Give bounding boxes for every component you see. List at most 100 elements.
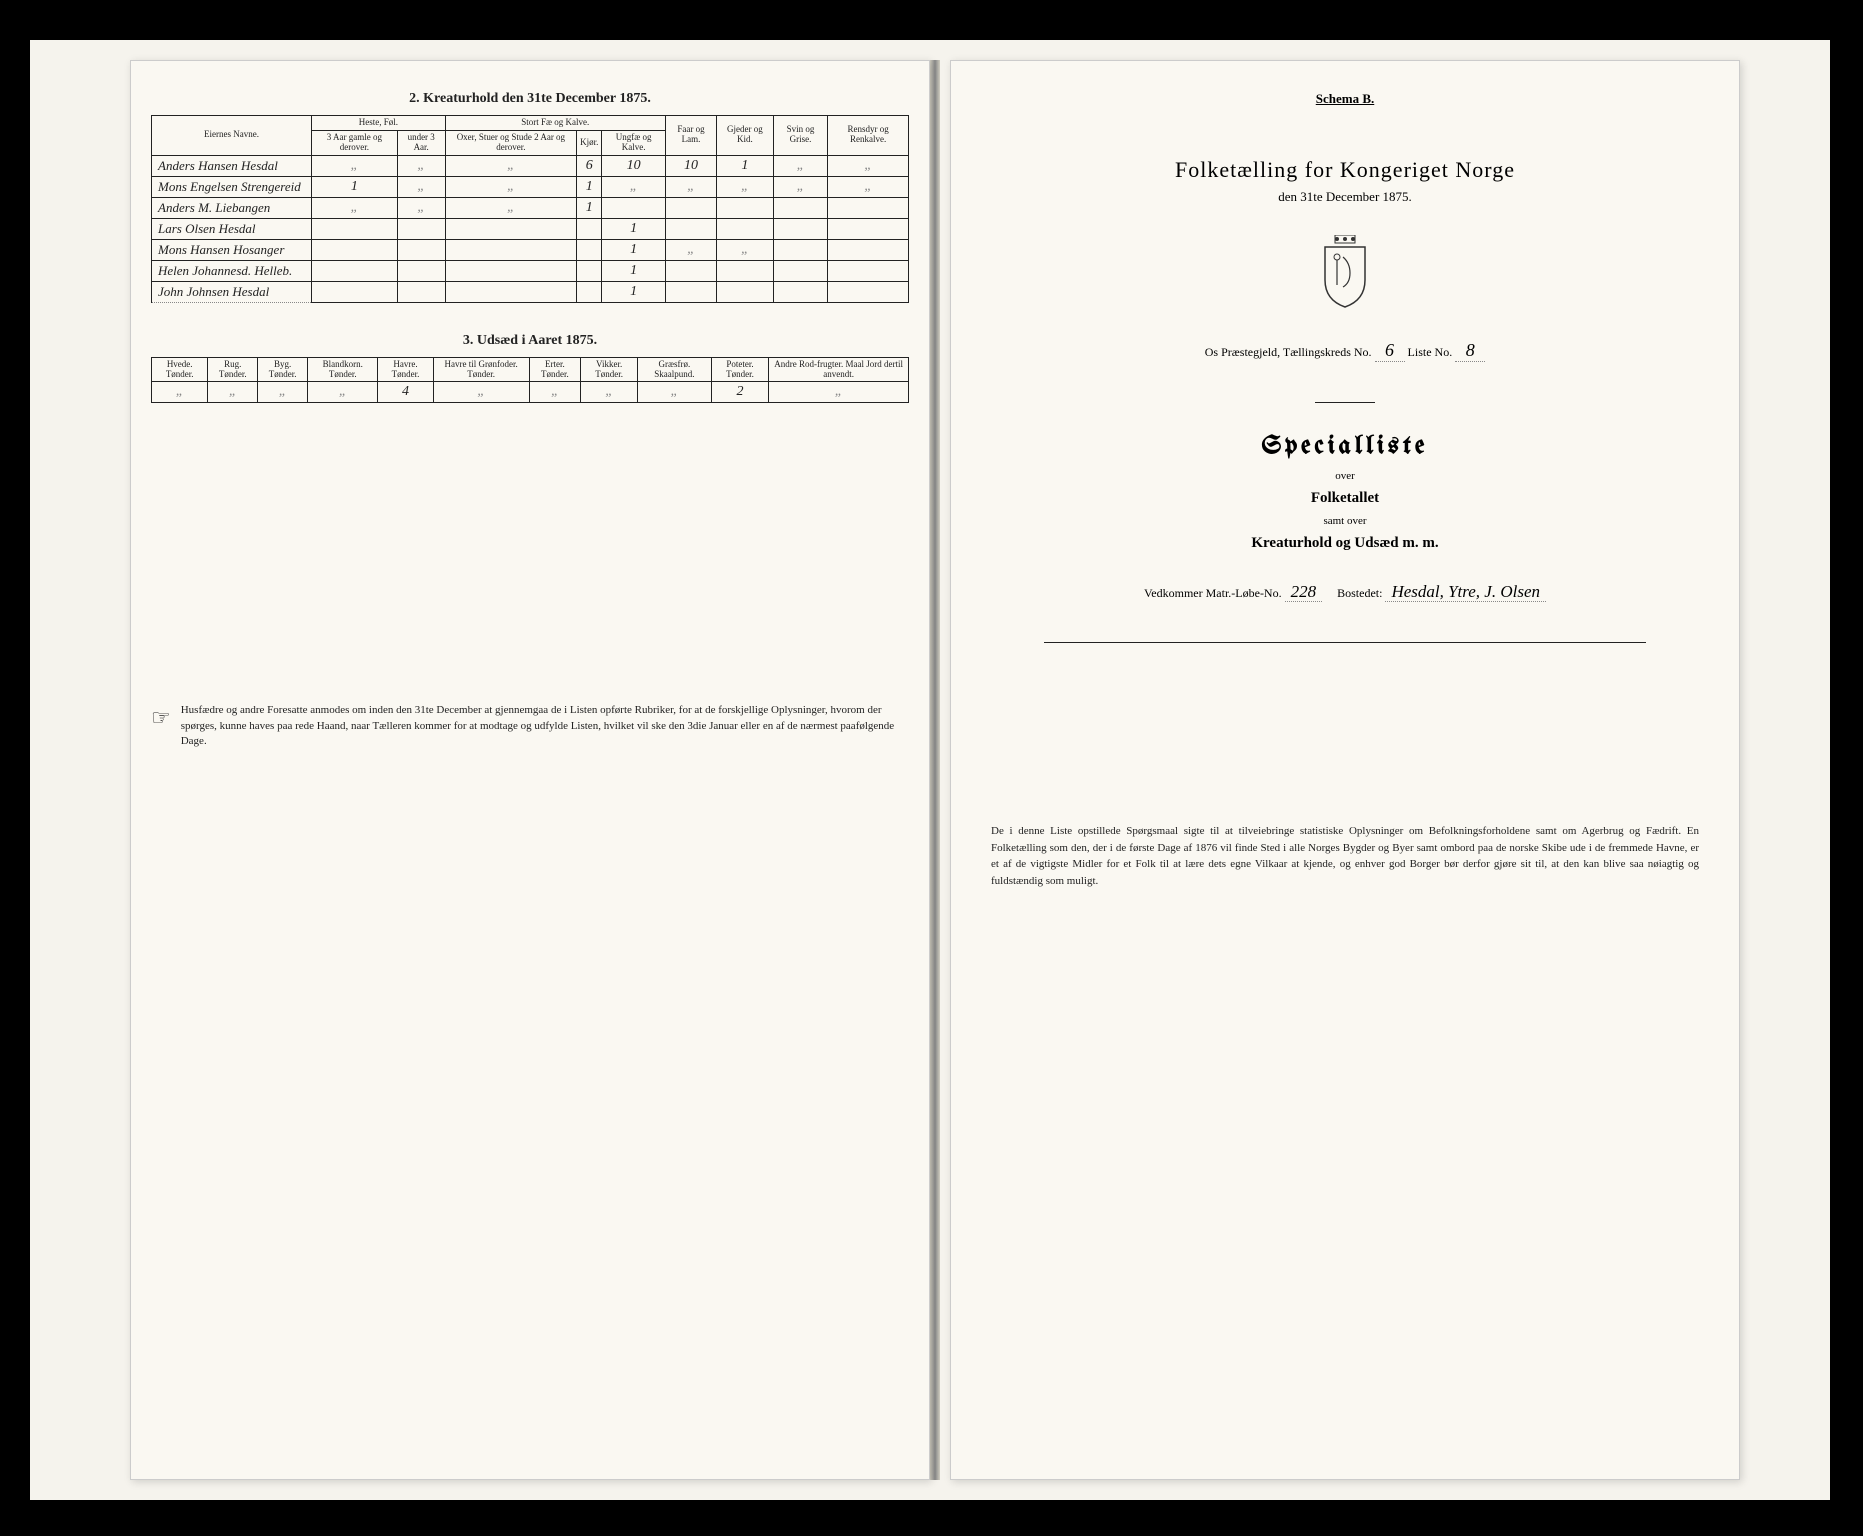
cell-faar	[665, 197, 716, 218]
t3-cell-3: „	[307, 382, 377, 403]
cell-h2	[397, 260, 445, 281]
cell-gj: „	[717, 239, 774, 260]
book-spine	[930, 60, 940, 1480]
cell-h1: „	[312, 197, 398, 218]
col-heste-b: under 3 Aar.	[397, 130, 445, 155]
cell-sv: „	[773, 176, 828, 197]
col-ren: Rensdyr og Renkalve.	[828, 116, 909, 156]
cell-f1	[445, 218, 576, 239]
t3-col-9: Poteter. Tønder.	[711, 357, 769, 382]
cell-ren	[828, 281, 909, 302]
cell-gj	[717, 260, 774, 281]
divider	[1315, 402, 1375, 403]
cell-f3: 1	[602, 218, 666, 239]
kreaturhold-table: Eiernes Navne. Heste, Føl. Stort Fæ og K…	[151, 115, 909, 303]
cell-faar	[665, 260, 716, 281]
col-name: Eiernes Navne.	[152, 116, 312, 156]
cell-h2: „	[397, 176, 445, 197]
udsaed-table: Hvede. Tønder.Rug. Tønder.Byg. Tønder.Bl…	[151, 357, 909, 404]
t3-cell-9: 2	[711, 382, 769, 403]
cell-f2: 1	[577, 176, 602, 197]
cell-h1	[312, 281, 398, 302]
t3-col-8: Græsfrø. Skaalpund.	[638, 357, 712, 382]
cell-f1	[445, 239, 576, 260]
scanned-document: 2. Kreaturhold den 31te December 1875. E…	[30, 40, 1830, 1500]
cell-f1	[445, 260, 576, 281]
cell-name: Mons Hansen Hosanger	[152, 239, 312, 260]
cell-sv	[773, 197, 828, 218]
cell-f1	[445, 281, 576, 302]
t3-cell-5: „	[433, 382, 529, 403]
t3-col-6: Erter. Tønder.	[529, 357, 581, 382]
cell-f3: 1	[602, 260, 666, 281]
cell-f1: „	[445, 176, 576, 197]
table-row: Helen Johannesd. Helleb. 1	[152, 260, 909, 281]
cell-f3: 1	[602, 239, 666, 260]
cell-f2: 1	[577, 197, 602, 218]
t3-col-0: Hvede. Tønder.	[152, 357, 208, 382]
cell-gj	[717, 281, 774, 302]
left-footer-note: ☞ Husfædre og andre Foresatte anmodes om…	[151, 703, 909, 749]
col-heste-group: Heste, Føl.	[312, 116, 446, 131]
long-divider	[1044, 642, 1646, 643]
cell-faar: 10	[665, 155, 716, 176]
census-title: Folketælling for Kongeriget Norge	[991, 157, 1699, 183]
cell-name: Anders Hansen Hesdal	[152, 155, 312, 176]
cell-f1: „	[445, 197, 576, 218]
t3-cell-1: „	[208, 382, 258, 403]
col-gjeder: Gjeder og Kid.	[717, 116, 774, 156]
cell-faar	[665, 281, 716, 302]
cell-h2: „	[397, 155, 445, 176]
cell-faar: „	[665, 176, 716, 197]
right-page: Schema B. Folketælling for Kongeriget No…	[950, 60, 1740, 1480]
cell-sv: „	[773, 155, 828, 176]
table-row: Mons Hansen Hosanger1„„	[152, 239, 909, 260]
praestegjeld-line: Os Præstegjeld, Tællingskreds No. 6 List…	[991, 340, 1699, 362]
col-heste-a: 3 Aar gamle og derover.	[312, 130, 398, 155]
right-footer-text: De i denne Liste opstillede Spørgsmaal s…	[991, 823, 1699, 889]
cell-f3: „	[602, 176, 666, 197]
t3-cell-4: 4	[378, 382, 433, 403]
cell-h1: „	[312, 155, 398, 176]
t3-col-5: Havre til Grønfoder. Tønder.	[433, 357, 529, 382]
census-date: den 31te December 1875.	[991, 189, 1699, 205]
cell-ren	[828, 218, 909, 239]
cell-faar	[665, 218, 716, 239]
matr-label: Vedkommer Matr.-Løbe-No.	[1144, 586, 1282, 600]
t3-col-1: Rug. Tønder.	[208, 357, 258, 382]
matr-no-value: 228	[1285, 582, 1323, 602]
t3-cell-2: „	[258, 382, 308, 403]
bosted-value: Hesdal, Ytre, J. Olsen	[1385, 582, 1546, 602]
cell-name: Mons Engelsen Strengereid	[152, 176, 312, 197]
cell-h1: 1	[312, 176, 398, 197]
cell-f2	[577, 281, 602, 302]
cell-gj: 1	[717, 155, 774, 176]
cell-h1	[312, 239, 398, 260]
table-row: John Johnsen Hesdal1	[152, 281, 909, 302]
cell-sv	[773, 260, 828, 281]
cell-name: Helen Johannesd. Helleb.	[152, 260, 312, 281]
cell-name: Lars Olsen Hesdal	[152, 218, 312, 239]
cell-sv	[773, 218, 828, 239]
t3-col-3: Blandkorn. Tønder.	[307, 357, 377, 382]
kreaturhold-label: Kreaturhold og Udsæd m. m.	[991, 535, 1699, 552]
cell-f2	[577, 239, 602, 260]
over-label: over	[991, 470, 1699, 482]
t3-col-7: Vikker. Tønder.	[581, 357, 638, 382]
t3-cell-0: „	[152, 382, 208, 403]
cell-gj	[717, 218, 774, 239]
matr-line: Vedkommer Matr.-Løbe-No. 228 Bostedet: H…	[991, 582, 1699, 602]
cell-ren: „	[828, 155, 909, 176]
cell-f2: 6	[577, 155, 602, 176]
table-row: Lars Olsen Hesdal 1	[152, 218, 909, 239]
cell-sv	[773, 281, 828, 302]
cell-h1	[312, 218, 398, 239]
cell-ren	[828, 239, 909, 260]
col-svin: Svin og Grise.	[773, 116, 828, 156]
cell-sv	[773, 239, 828, 260]
cell-name: Anders M. Liebangen	[152, 197, 312, 218]
line-prefix: Os Præstegjeld, Tællingskreds No.	[1205, 345, 1372, 359]
cell-name: John Johnsen Hesdal	[152, 281, 312, 302]
cell-gj: „	[717, 176, 774, 197]
col-fae-c: Ungfæ og Kalve.	[602, 130, 666, 155]
